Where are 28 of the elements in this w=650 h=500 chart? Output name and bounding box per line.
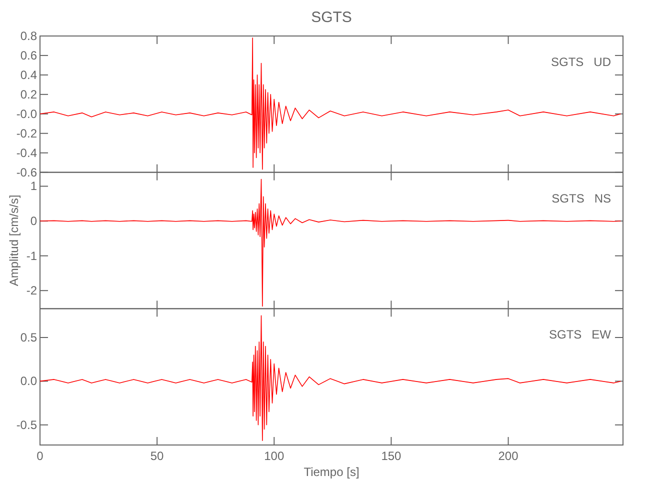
line-series	[40, 315, 622, 442]
y-tick-label: -1	[26, 248, 38, 263]
x-tick-label: 200	[498, 449, 519, 463]
y-tick-label: 0.6	[20, 48, 38, 62]
chart-title: SGTS	[311, 9, 352, 26]
y-tick-label: -0.5	[16, 418, 38, 432]
y-tick-label: 0.2	[20, 87, 38, 102]
line-series	[40, 178, 622, 307]
y-tick-label: 1	[30, 179, 38, 194]
y-tick-label: -0.0	[16, 106, 38, 121]
annotation: SGTS EW	[548, 328, 612, 342]
annotation: SGTS NS	[552, 191, 611, 206]
x-tick-label: 150	[381, 449, 402, 463]
y-tick-label: -0.4	[16, 146, 38, 160]
annotation: SGTS UD	[550, 55, 612, 69]
line-series	[40, 38, 622, 170]
y-tick-label: 0.5	[20, 330, 38, 345]
y-tick-label: -0.6	[16, 165, 38, 180]
y-tick-label: 0.0	[20, 374, 38, 388]
x-tick-label: 100	[264, 449, 284, 463]
y-tick-label: 0.8	[20, 29, 38, 43]
y-tick-label: -0.2	[16, 126, 38, 140]
y-tick-label: 0	[30, 214, 38, 228]
y-axis-title: Amplitud [cm/s/s]	[7, 194, 21, 286]
x-tick-label: 50	[150, 449, 164, 463]
y-tick-label: -2	[26, 284, 38, 298]
x-axis-title: Tiempo [s]	[304, 465, 360, 479]
y-tick-label: 0.4	[20, 68, 38, 82]
